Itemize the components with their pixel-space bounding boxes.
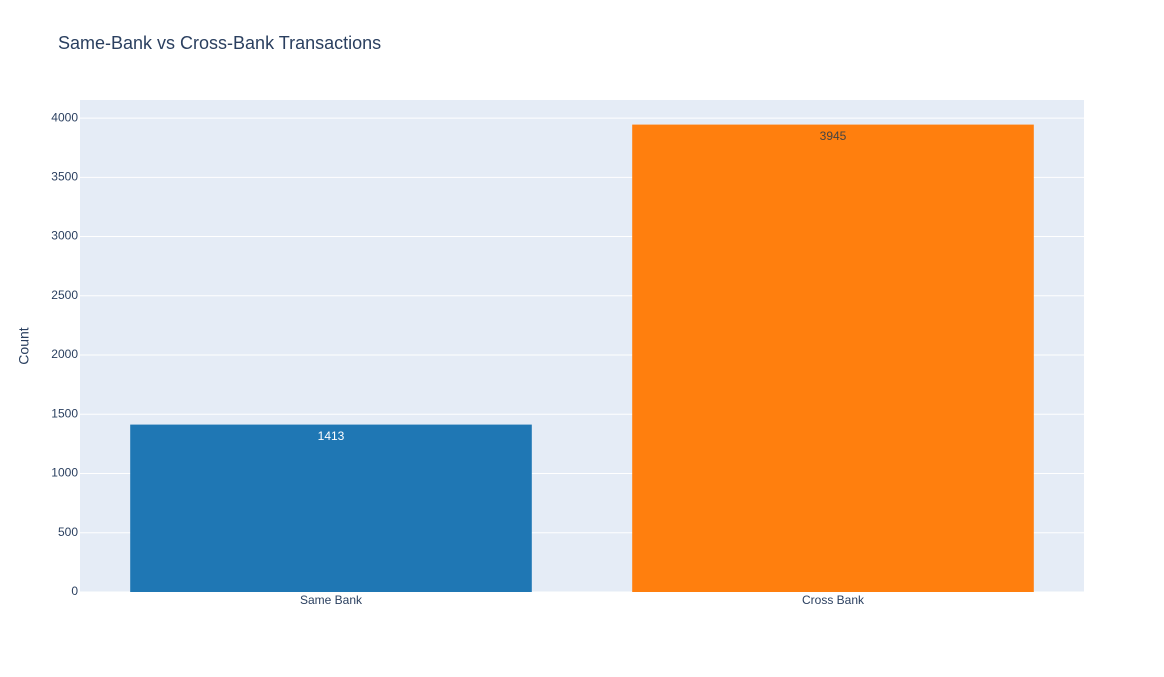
bar [130,424,532,592]
data-label: 3945 [820,129,847,143]
y-tick-label: 500 [58,525,78,539]
x-tick-label: Same Bank [300,593,363,607]
chart-title: Same-Bank vs Cross-Bank Transactions [58,33,381,53]
y-tick-label: 1000 [51,466,78,480]
bar [632,124,1034,593]
data-label: 1413 [318,429,345,443]
y-tick-label: 2500 [51,288,78,302]
y-tick-label: 2000 [51,347,78,361]
y-tick-label: 1500 [51,406,78,420]
y-tick-label: 4000 [51,110,78,124]
y-tick-label: 3000 [51,229,78,243]
y-tick-label: 3500 [51,169,78,183]
y-axis-title: Count [16,327,32,364]
x-tick-label: Cross Bank [802,593,865,607]
y-tick-label: 0 [71,584,78,598]
